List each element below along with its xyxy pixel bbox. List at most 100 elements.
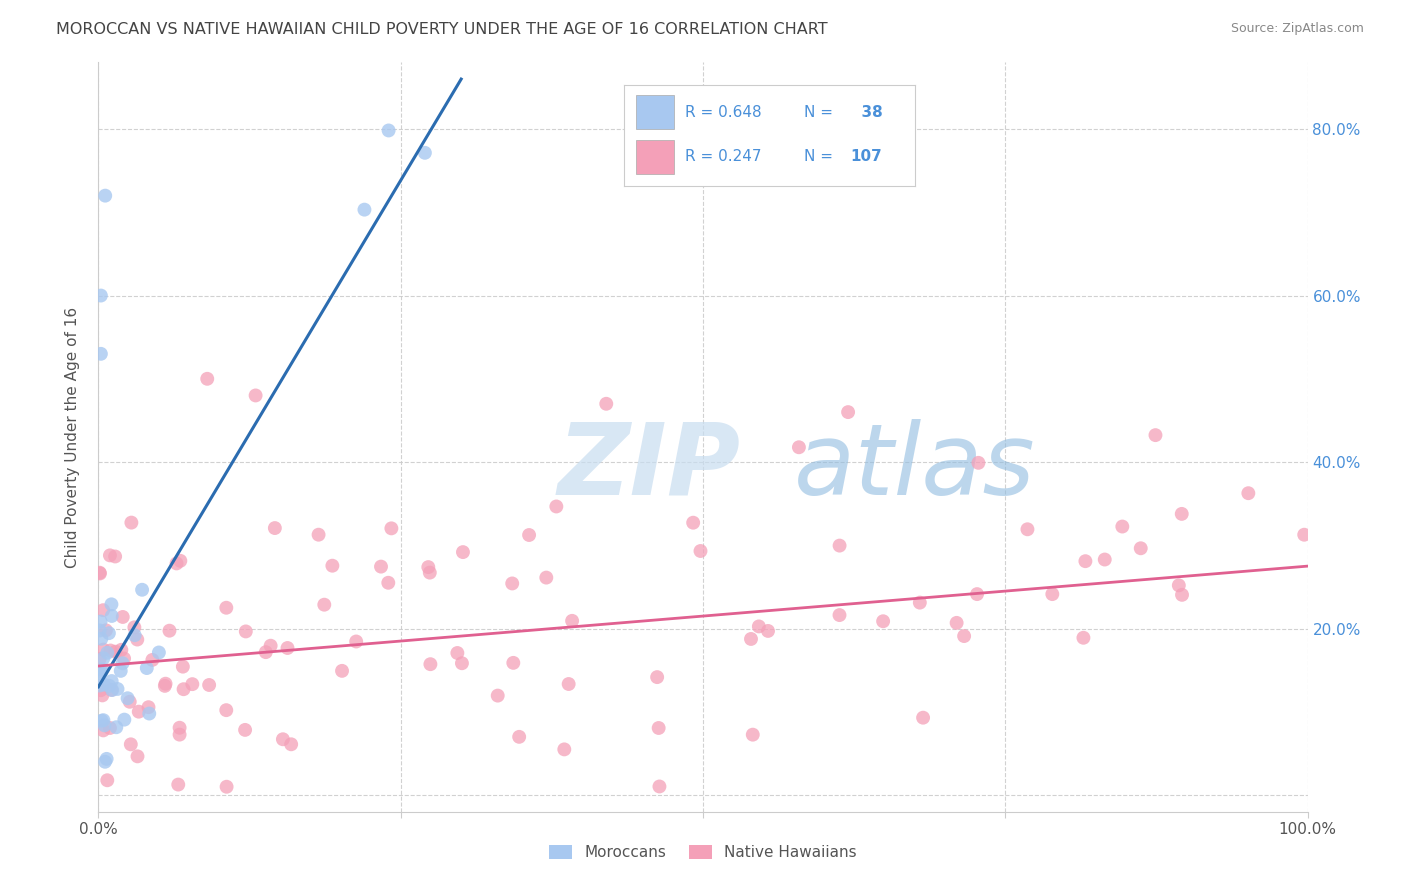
Point — [648, 780, 671, 794]
Point — [138, 706, 160, 721]
Point — [93, 718, 115, 732]
Point — [90, 665, 112, 679]
Point — [90, 662, 112, 676]
Point — [259, 639, 281, 653]
Point — [451, 657, 474, 671]
Point — [647, 721, 669, 735]
Point — [502, 656, 524, 670]
Point — [419, 566, 441, 580]
Point — [280, 737, 302, 751]
Point — [169, 728, 191, 742]
Point — [111, 657, 134, 671]
Point — [167, 778, 190, 792]
Point — [159, 624, 181, 638]
Point — [90, 714, 112, 728]
Point — [91, 689, 114, 703]
Point — [89, 652, 111, 666]
Point — [245, 388, 267, 402]
Point — [912, 711, 935, 725]
Point — [131, 582, 153, 597]
Point — [97, 626, 120, 640]
Point — [148, 645, 170, 659]
Point — [1073, 631, 1095, 645]
Point — [321, 558, 343, 573]
Point — [94, 755, 117, 769]
Point — [112, 651, 135, 665]
Text: MOROCCAN VS NATIVE HAWAIIAN CHILD POVERTY UNDER THE AGE OF 16 CORRELATION CHART: MOROCCAN VS NATIVE HAWAIIAN CHILD POVERT… — [56, 22, 828, 37]
Text: ZIP: ZIP — [558, 418, 741, 516]
Point — [169, 721, 191, 735]
Point — [215, 703, 238, 717]
Point — [89, 566, 111, 581]
Point — [101, 683, 124, 698]
Point — [517, 528, 540, 542]
Point — [155, 676, 177, 690]
Point — [413, 145, 436, 160]
Point — [100, 682, 122, 697]
Point — [112, 713, 135, 727]
Point — [353, 202, 375, 217]
Point — [104, 645, 127, 659]
Point — [90, 615, 112, 629]
Point — [553, 742, 575, 756]
Point — [314, 598, 336, 612]
Point — [419, 657, 441, 672]
Point — [96, 752, 118, 766]
Point — [169, 554, 191, 568]
Point — [748, 619, 770, 633]
Point — [91, 723, 114, 738]
Point — [1294, 527, 1316, 541]
Point — [263, 521, 285, 535]
Point — [127, 632, 149, 647]
Point — [380, 521, 402, 535]
Point — [837, 405, 859, 419]
Point — [195, 372, 218, 386]
Point — [1171, 507, 1194, 521]
Point — [418, 560, 440, 574]
Point — [118, 695, 141, 709]
Point — [1074, 554, 1097, 568]
Point — [377, 123, 399, 137]
Point — [966, 587, 988, 601]
Point — [107, 681, 129, 696]
Point — [93, 651, 115, 665]
Point — [89, 624, 111, 638]
Point — [93, 713, 115, 727]
Point — [110, 664, 132, 678]
Point — [91, 603, 114, 617]
Point — [215, 600, 238, 615]
Point — [561, 614, 583, 628]
Point — [120, 516, 142, 530]
Point — [90, 632, 112, 646]
Point — [96, 646, 118, 660]
Point — [254, 645, 277, 659]
Point — [557, 677, 579, 691]
Point — [953, 629, 976, 643]
Point — [330, 664, 353, 678]
Point — [198, 678, 221, 692]
Point — [172, 659, 194, 673]
Point — [377, 575, 399, 590]
Point — [501, 576, 523, 591]
Y-axis label: Child Poverty Under the Age of 16: Child Poverty Under the Age of 16 — [65, 307, 80, 567]
Point — [120, 737, 142, 751]
Text: Source: ZipAtlas.com: Source: ZipAtlas.com — [1230, 22, 1364, 36]
Point — [111, 610, 134, 624]
Point — [536, 571, 558, 585]
Point — [100, 643, 122, 657]
Point — [117, 691, 139, 706]
Point — [181, 677, 204, 691]
Point — [344, 634, 367, 648]
Point — [1237, 486, 1260, 500]
Point — [689, 544, 711, 558]
Point — [595, 397, 617, 411]
Text: atlas: atlas — [793, 418, 1035, 516]
Point — [276, 640, 298, 655]
Point — [1129, 541, 1152, 556]
Point — [100, 609, 122, 624]
Point — [166, 557, 188, 571]
Point — [124, 628, 146, 642]
Point — [100, 598, 122, 612]
Point — [1167, 578, 1189, 592]
Point — [89, 679, 111, 693]
